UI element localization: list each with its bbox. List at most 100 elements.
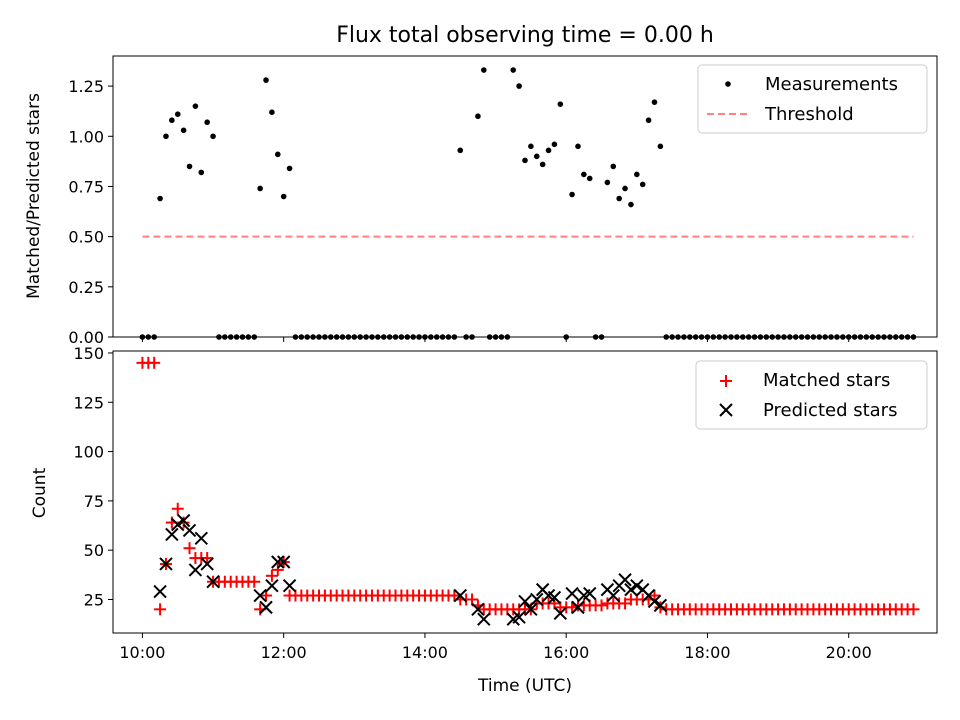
measurement-point bbox=[180, 127, 187, 134]
legend-matched-marker bbox=[720, 375, 732, 387]
predicted-point bbox=[182, 523, 197, 538]
predicted-point bbox=[265, 578, 279, 593]
measurement-point bbox=[516, 83, 522, 89]
bottom-y-tick-label: 75 bbox=[84, 492, 104, 511]
top-y-tick-label: 1.00 bbox=[68, 127, 104, 146]
measurement-point bbox=[569, 191, 575, 198]
measurement-point bbox=[539, 161, 546, 168]
measurement-point bbox=[657, 143, 664, 150]
top-y-tick-label: 0.75 bbox=[68, 177, 104, 196]
bottom-y-tick-label: 100 bbox=[73, 443, 104, 462]
measurement-point bbox=[651, 99, 658, 105]
measurement-point bbox=[257, 185, 263, 192]
measurement-point bbox=[628, 201, 634, 208]
measurement-point bbox=[586, 175, 593, 182]
matched-point bbox=[271, 563, 284, 576]
predicted-point bbox=[653, 598, 668, 613]
measurement-point bbox=[192, 103, 199, 109]
measurement-point bbox=[639, 181, 646, 188]
measurement-point bbox=[581, 171, 587, 178]
predicted-point bbox=[565, 586, 579, 601]
matched-point bbox=[566, 601, 579, 614]
matched-point bbox=[907, 603, 920, 616]
predicted-point bbox=[530, 592, 544, 607]
predicted-point bbox=[176, 513, 191, 528]
predicted-point bbox=[624, 582, 638, 597]
measurement-point bbox=[157, 195, 163, 202]
bottom-legend-box bbox=[695, 360, 928, 430]
matched-point bbox=[265, 569, 278, 582]
measurement-point bbox=[533, 153, 540, 160]
predicted-point bbox=[647, 594, 662, 609]
top-y-tick-label: 0.00 bbox=[68, 328, 104, 347]
predicted-point bbox=[159, 557, 173, 571]
measurement-point bbox=[616, 195, 622, 202]
predicted-point bbox=[188, 563, 203, 577]
chart-title: Flux total observing time = 0.00 h bbox=[336, 23, 714, 48]
measurement-point bbox=[604, 179, 611, 186]
measurement-point bbox=[622, 185, 628, 192]
measurement-point bbox=[575, 143, 581, 150]
x-tick-label: 10:00 bbox=[119, 643, 165, 662]
predicted-point bbox=[259, 600, 273, 615]
measurement-point bbox=[545, 147, 552, 154]
predicted-point bbox=[282, 578, 297, 593]
x-tick-label: 20:00 bbox=[826, 643, 872, 662]
predicted-point bbox=[571, 600, 585, 615]
predicted-point bbox=[194, 531, 208, 546]
predicted-point bbox=[453, 588, 467, 603]
bottom-legend: Matched stars Predicted stars bbox=[695, 360, 928, 430]
predicted-point bbox=[206, 575, 220, 589]
bottom-y-tick-label: 125 bbox=[73, 393, 104, 412]
bottom-y-tick-label: 50 bbox=[84, 541, 104, 560]
predicted-point bbox=[583, 586, 597, 601]
bottom-y-axis-label: Count bbox=[30, 467, 50, 518]
predicted-point bbox=[518, 594, 532, 609]
top-y-tick-label: 0.25 bbox=[68, 278, 104, 297]
predicted-point bbox=[271, 555, 285, 569]
measurement-point bbox=[169, 117, 175, 124]
predicted-point bbox=[630, 578, 644, 593]
predicted-point bbox=[153, 584, 167, 599]
top-y-tick-label: 0.50 bbox=[68, 228, 104, 247]
matched-point bbox=[595, 599, 608, 612]
predicted-point bbox=[524, 602, 538, 617]
legend-measurements-marker bbox=[725, 81, 731, 87]
predicted-point bbox=[512, 610, 526, 624]
predicted-point bbox=[253, 588, 267, 603]
legend-measurements-label: Measurements bbox=[765, 74, 898, 95]
matched-point bbox=[201, 552, 214, 565]
measurement-point bbox=[551, 141, 558, 148]
predicted-point bbox=[618, 573, 632, 587]
measurement-point bbox=[634, 171, 640, 178]
x-tick-label: 14:00 bbox=[402, 643, 448, 662]
measurement-point bbox=[557, 101, 564, 107]
top-axes: 0.00 0.25 0.50 0.75 1.00 1.25 bbox=[68, 55, 938, 347]
measurement-point bbox=[204, 119, 210, 126]
measurement-point bbox=[645, 117, 652, 124]
top-y-tick-label: 1.25 bbox=[68, 77, 104, 96]
predicted-point bbox=[276, 555, 291, 569]
bottom-y-tick-label: 25 bbox=[84, 590, 104, 609]
top-legend-box bbox=[697, 64, 928, 134]
predicted-point bbox=[606, 588, 620, 603]
legend-predicted-marker bbox=[719, 403, 733, 417]
matched-point bbox=[148, 356, 161, 369]
matched-point bbox=[183, 542, 196, 555]
measurement-point bbox=[186, 163, 193, 170]
x-tick-label: 18:00 bbox=[684, 643, 730, 662]
bottom-axes: 25 50 75 100 125 150 10:00 12:00 14:00 16:00 18:00… bbox=[73, 344, 938, 662]
measurement-point bbox=[174, 111, 181, 118]
top-legend: Measurements Threshold bbox=[697, 64, 928, 134]
predicted-point bbox=[200, 557, 214, 571]
bottom-y-tick-label: 150 bbox=[73, 344, 104, 363]
measurement-point bbox=[481, 67, 487, 73]
top-y-axis-label: Matched/Predicted stars bbox=[24, 93, 44, 299]
matched-point bbox=[154, 603, 167, 616]
x-tick-label: 12:00 bbox=[261, 643, 307, 662]
predicted-point bbox=[471, 602, 485, 617]
measurement-point bbox=[263, 77, 269, 83]
measurement-point bbox=[475, 113, 481, 120]
measurement-point bbox=[610, 163, 617, 170]
